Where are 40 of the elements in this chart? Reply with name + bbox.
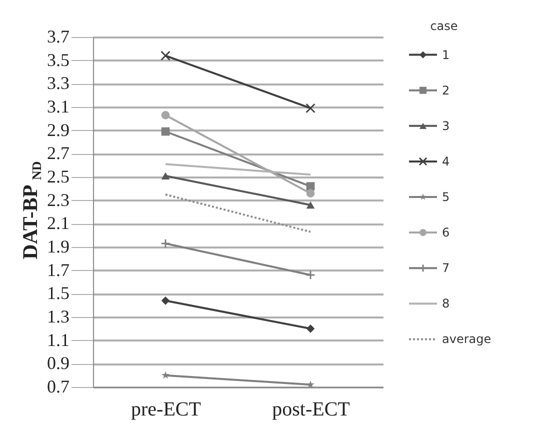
y-tick-label: 1.3 [47,306,70,326]
y-tick-label: 1.9 [47,236,70,256]
point [160,50,170,61]
legend-label: 5 [442,190,450,204]
y-tick-label: 3.1 [47,96,70,116]
y-tick-label: 2.5 [47,166,70,186]
point [306,270,316,280]
legend-label: 4 [442,154,450,168]
y-tick-label: 3.3 [47,73,70,94]
x-tick-label: pre-ECT [131,398,201,420]
y-tick-label: 3.5 [47,50,70,70]
y-axis-title: DAT-BPND [18,161,44,260]
point [160,238,170,248]
y-tick-label: 2.7 [47,143,70,164]
point [306,103,316,114]
y-tick-label: 0.9 [47,353,70,374]
legend-title: case [430,19,458,33]
y-tick-label: 2.3 [47,190,70,210]
legend-label: average [442,332,492,346]
y-tick-label: 1.5 [47,283,70,304]
point [161,127,170,136]
y-tick-label: 1.7 [47,260,70,280]
point [306,189,315,198]
point [161,296,170,305]
legend-label: 8 [442,296,450,311]
point [161,110,170,120]
point [162,371,170,379]
point [306,324,315,333]
legend-label: 6 [442,226,450,240]
legend-label: 1 [442,48,450,62]
legend-label: 7 [442,261,450,276]
legend-label: 3 [442,118,450,133]
y-tick-label: 1.1 [47,330,70,350]
legend-label: 2 [442,83,450,98]
y-tick-label: 0.7 [47,376,70,396]
point [306,380,314,388]
y-tick-label: 3.7 [47,26,70,46]
y-tick-label: 2.9 [47,120,70,140]
x-tick-label: post-ECT [272,398,350,420]
y-tick-label: 2.1 [47,213,70,234]
